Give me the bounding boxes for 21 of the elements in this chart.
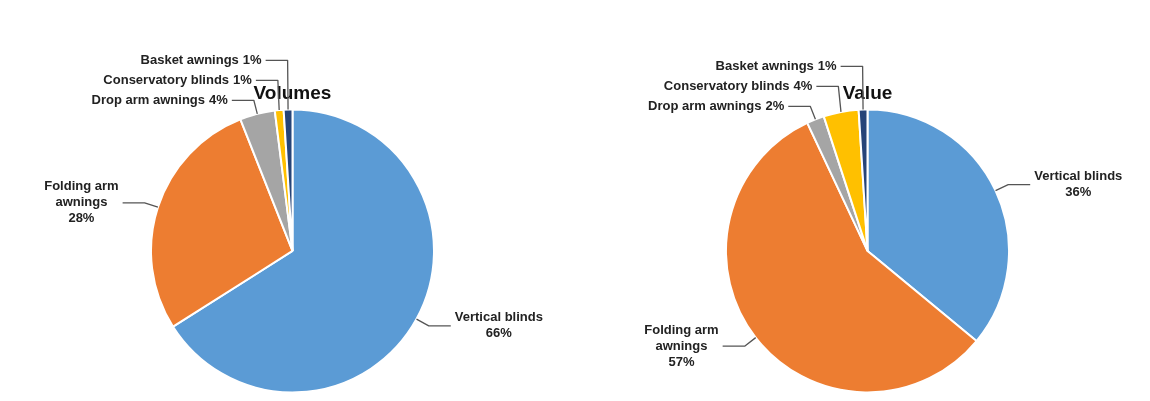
data-label: 2% [765, 97, 785, 113]
data-label: 57% [668, 353, 695, 369]
text: Value [842, 81, 893, 103]
data-label: 36% [1065, 184, 1092, 200]
data-label: 28% [68, 210, 95, 226]
slice-label: Vertical blinds [454, 309, 543, 325]
data-label: 1% [242, 51, 263, 67]
data-label: 66% [485, 325, 513, 341]
slice-label: Basket awnings [715, 57, 814, 73]
slice-label: Conservatory blinds [103, 71, 230, 87]
slice-label: Drop arm awnings [91, 91, 206, 107]
data-label: 4% [793, 77, 813, 93]
slice-label: Conservatory blinds [663, 77, 790, 93]
data-label: 1% [233, 71, 253, 87]
data-label: 4% [209, 91, 229, 107]
slice-label: Folding arm awnings [644, 321, 719, 353]
slice-label: Vertical blinds [1034, 168, 1123, 184]
slice-label: Folding arm awnings [44, 178, 119, 210]
slice-label: Drop arm awnings [648, 97, 762, 113]
data-label: 1% [817, 57, 838, 73]
slice-label: Basket awnings [140, 51, 239, 67]
